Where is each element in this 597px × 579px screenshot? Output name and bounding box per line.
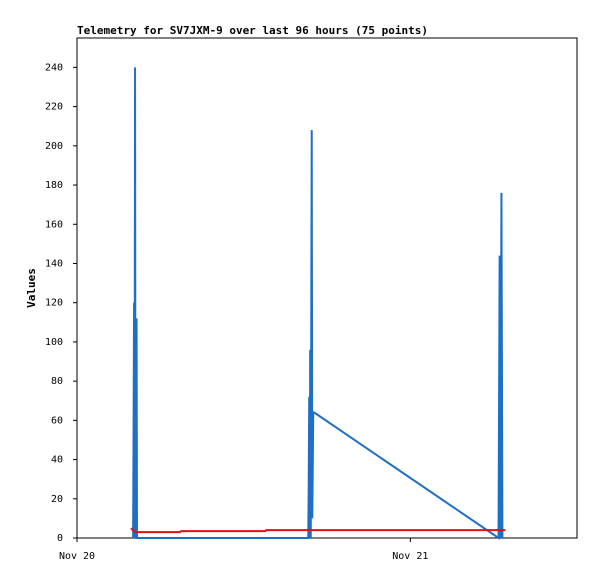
y-tick-label: 180 <box>45 180 63 191</box>
y-tick-label: 0 <box>57 533 63 544</box>
y-tick-label: 200 <box>45 141 63 152</box>
chart-title: Telemetry for SV7JXM-9 over last 96 hour… <box>77 24 428 37</box>
x-tick-label: Nov 21 <box>392 551 428 562</box>
y-tick-label: 160 <box>45 219 63 230</box>
y-tick-label: 60 <box>51 415 63 426</box>
y-tick-label: 80 <box>51 376 63 387</box>
y-axis-label: Values <box>25 268 38 308</box>
y-tick-label: 220 <box>45 102 63 113</box>
y-tick-label: 20 <box>51 494 63 505</box>
series-line <box>130 527 506 534</box>
series-line <box>132 67 504 540</box>
y-tick-label: 40 <box>51 455 63 466</box>
y-tick-label: 100 <box>45 337 63 348</box>
y-tick-label: 120 <box>45 298 63 309</box>
x-tick-label: Nov 20 <box>59 551 95 562</box>
y-tick-label: 240 <box>45 62 63 73</box>
plot-frame <box>76 37 578 539</box>
y-tick-label: 140 <box>45 258 63 269</box>
